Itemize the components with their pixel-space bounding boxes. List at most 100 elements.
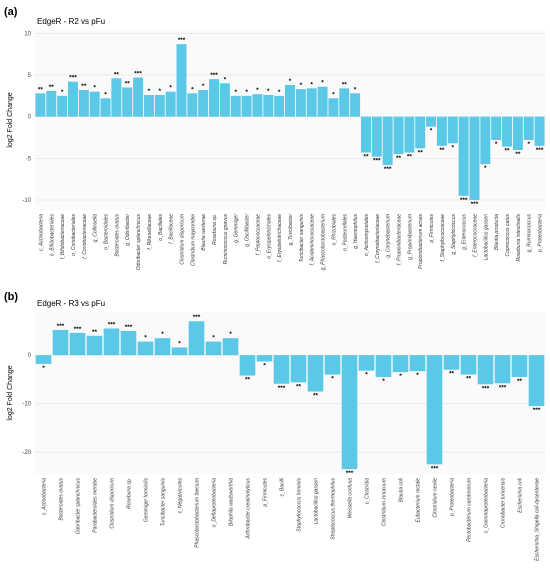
significance-label: * [256,87,259,94]
bar [209,79,220,117]
bar [78,90,89,117]
bar [460,355,477,375]
x-tick-label: g_Haemophilus [353,214,359,249]
bar [111,78,122,117]
bar [341,355,358,470]
x-tick-label: Turicibacter sanguinis [161,478,167,527]
significance-label: * [61,89,64,96]
x-tick-label: g_Gemmiger [234,214,240,243]
x-tick-label: o_Bifidobacteriales [49,214,55,257]
x-tick-label: Eubacterium rectale [416,478,422,523]
significance-label: ** [342,81,348,88]
x-tick-label: Coprococcus catus [505,214,511,257]
y-tick-label: 5 [28,73,32,79]
bar [230,95,241,117]
bar [360,116,371,153]
x-tick-label: g_Corynebacterium [386,214,392,258]
significance-label: * [278,89,281,96]
bar [307,355,324,392]
bar [256,355,273,362]
significance-label: ** [517,378,523,385]
significance-label: ** [407,154,413,161]
bar [371,116,382,157]
bar [295,89,306,117]
bar [339,88,350,117]
bar [67,81,78,117]
significance-label: * [42,365,45,372]
bar [528,355,545,407]
significance-label: ** [449,371,455,378]
y-tick-label: 0 [28,353,32,359]
bar [415,116,426,149]
significance-label: ** [296,383,302,390]
bar [290,355,307,383]
significance-label: * [212,335,215,342]
significance-label: ** [504,148,510,155]
significance-label: * [159,88,162,95]
significance-label: *** [108,321,116,328]
bar [436,116,447,146]
bar [511,355,528,377]
panel-label: (a) [4,6,18,18]
bar [502,116,513,147]
x-tick-label: o_Bacillales [158,214,164,241]
x-tick-label: Roseburia intestinalis [516,214,522,262]
significance-label: * [321,80,324,87]
x-tick-label: g_Staphylococcus [451,214,457,255]
x-tick-label: p_Firmicutes [263,478,269,508]
bar [252,94,263,117]
significance-label: * [332,91,335,98]
bar [273,355,290,384]
significance-label: * [191,86,194,93]
significance-label: * [416,372,419,379]
significance-label: * [430,128,433,135]
bar [285,85,295,117]
significance-label: *** [384,166,392,173]
x-tick-label: g_Ruminococcus [527,214,533,253]
bar [143,95,154,117]
x-tick-label: Odoribacter splanchnicus [136,214,142,271]
x-tick-label: Clostridium innocuum [382,478,388,526]
bar [133,77,144,117]
bar [458,116,469,196]
bar [69,332,86,356]
significance-label: ** [418,149,424,156]
x-tick-label: Blautia producta [494,214,500,250]
x-tick-label: g_Odoribacter [125,214,131,246]
x-tick-label: c_Actinobacteria [38,214,44,251]
bar [426,116,437,127]
significance-label: ** [92,329,98,336]
significance-label: * [289,78,292,85]
significance-label: ** [125,81,131,88]
x-tick-label: Staphylococcus hominis [297,478,303,532]
y-tick-label: 10 [24,31,31,37]
bar [171,347,188,356]
x-tick-label: Odoribacter splanchnicus [76,478,82,535]
bar [46,90,57,117]
bar [52,329,69,356]
significance-label: *** [125,324,133,331]
x-tick-label: o_Deltaproteobacteria [212,478,218,527]
x-tick-label: c_Bacilli [280,477,286,496]
significance-label: *** [431,465,439,472]
bar [241,95,252,117]
x-tick-label: o_Rhizobiales [331,214,337,246]
significance-label: ** [38,86,44,93]
bar [188,321,205,356]
bar [393,116,404,155]
x-tick-label: f_Rikenellaceae [147,214,153,250]
bar [523,116,534,140]
significance-label: * [104,91,107,98]
x-tick-label: f_Corynebacteriaceae [375,214,381,263]
bar [317,86,328,117]
significance-label: * [365,372,368,379]
significance-label: *** [533,407,541,414]
y-tick-label: -20 [22,450,31,456]
x-tick-label: f_Enterococcaceae [472,214,478,257]
x-tick-label: Propionibacterium acnes [418,214,424,270]
bar [491,116,502,140]
significance-label: *** [536,147,544,154]
x-tick-label: Clostridium nexile [433,478,439,518]
x-tick-label: Escherichia coli [518,477,524,513]
